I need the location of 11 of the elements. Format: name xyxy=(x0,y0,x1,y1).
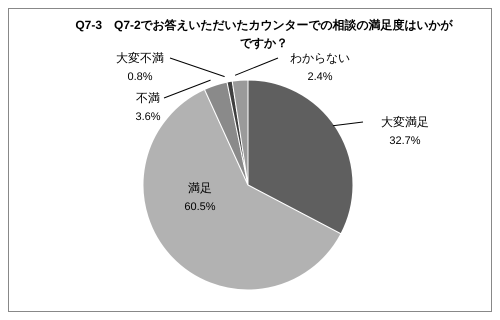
slice-label: 大変満足 xyxy=(381,115,429,129)
slice-label: 不満 xyxy=(136,91,160,105)
data-label: 2.4% xyxy=(307,71,333,83)
data-label: 60.5% xyxy=(184,201,216,213)
slice-label: わからない xyxy=(290,51,350,65)
slice-label: 大変不満 xyxy=(116,51,164,65)
data-label: 3.6% xyxy=(135,111,161,123)
slice-label: 満足 xyxy=(188,181,212,195)
chart-title: Q7-3 Q7-2でお答えいただいたカウンターでの相談の満足度はいかがですか？ xyxy=(74,17,454,52)
data-label: 0.8% xyxy=(127,71,153,83)
data-label: 32.7% xyxy=(389,135,421,147)
